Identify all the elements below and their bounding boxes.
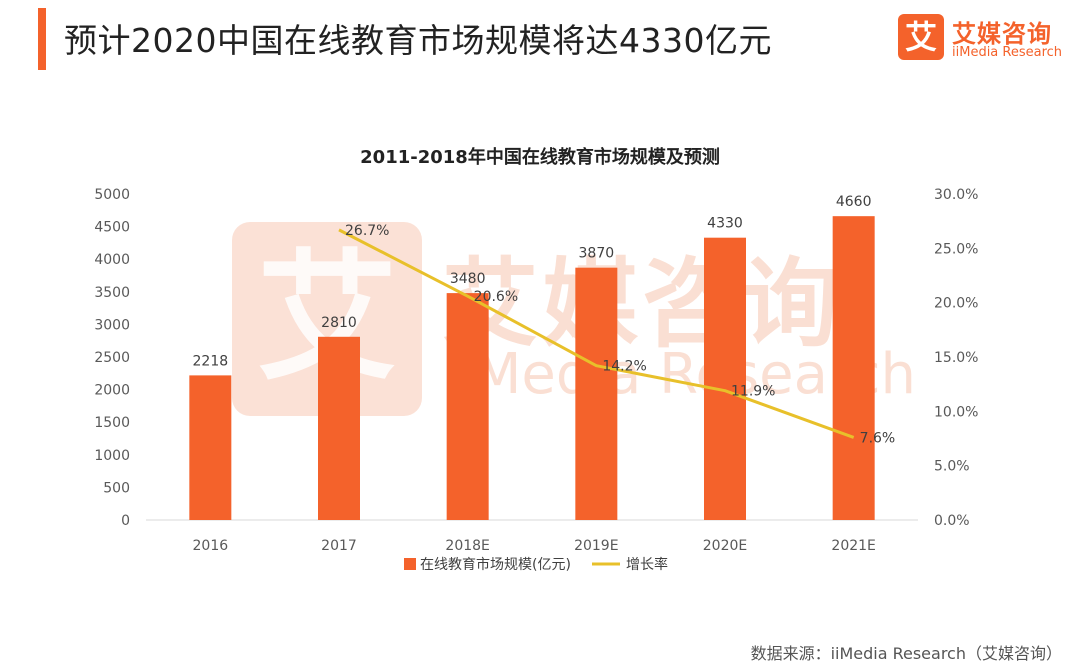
bar [832, 216, 875, 520]
bar-value-label: 3480 [450, 271, 486, 287]
brand-logo: 艾 艾媒咨询 iiMedia Research [898, 14, 1070, 68]
y-left-tick-label: 4000 [94, 252, 130, 268]
y-left-tick-label: 3500 [94, 285, 130, 301]
bar-value-label: 4330 [707, 216, 743, 232]
line-value-label: 11.9% [731, 384, 775, 400]
bar-value-label: 2810 [321, 315, 357, 331]
line-value-label: 26.7% [345, 223, 389, 239]
y-left-tick-label: 0 [121, 513, 130, 529]
y-left-tick-label: 1000 [94, 448, 130, 464]
y-left-tick-label: 5000 [94, 187, 130, 203]
y-left-tick-label: 3000 [94, 317, 130, 333]
bar-value-label: 2218 [193, 353, 229, 369]
bar-value-label: 4660 [836, 194, 872, 210]
chart-title: 2011-2018年中国在线教育市场规模及预测 [360, 146, 720, 168]
x-tick-label: 2020E [703, 538, 747, 554]
y-right-tick-label: 25.0% [934, 241, 978, 257]
legend-line-label: 增长率 [626, 556, 668, 573]
line-value-label: 20.6% [474, 289, 518, 305]
logo-mark: 艾 [898, 14, 944, 60]
line-value-label: 7.6% [860, 430, 896, 446]
x-tick-label: 2016 [193, 538, 229, 554]
y-right-tick-label: 15.0% [934, 350, 978, 366]
logo-cn-text: 艾媒咨询 [952, 20, 1052, 48]
y-right-tick-label: 30.0% [934, 187, 978, 203]
legend-bar-label: 在线教育市场规模(亿元) [420, 556, 571, 573]
y-right-tick-label: 5.0% [934, 459, 970, 475]
y-right-tick-label: 20.0% [934, 296, 978, 312]
bar [318, 336, 360, 520]
bar-value-label: 3870 [579, 246, 615, 262]
y-left-tick-label: 500 [103, 480, 130, 496]
growth-rate-line [338, 228, 855, 439]
logo-en-text: iiMedia Research [952, 45, 1063, 60]
y-left-tick-label: 2000 [94, 383, 130, 399]
bar [446, 293, 489, 520]
page-title: 预计2020中国在线教育市场规模将达4330亿元 [64, 21, 772, 60]
y-right-tick-label: 0.0% [934, 513, 970, 529]
x-tick-label: 2018E [445, 538, 489, 554]
line-value-label: 14.2% [602, 359, 646, 375]
y-left-tick-label: 2500 [94, 350, 130, 366]
bar [704, 237, 746, 520]
y-left-tick-label: 4500 [94, 220, 130, 236]
bar [189, 375, 232, 520]
title-accent-bar [38, 8, 46, 70]
y-left-tick-label: 1500 [94, 415, 130, 431]
legend-bar-swatch [404, 558, 416, 570]
bar [575, 267, 618, 520]
x-tick-label: 2019E [574, 538, 618, 554]
x-tick-label: 2021E [831, 538, 875, 554]
source-note: 数据来源：iiMedia Research（艾媒咨询） [750, 644, 1062, 663]
y-right-tick-label: 10.0% [934, 404, 978, 420]
x-tick-label: 2017 [321, 538, 357, 554]
